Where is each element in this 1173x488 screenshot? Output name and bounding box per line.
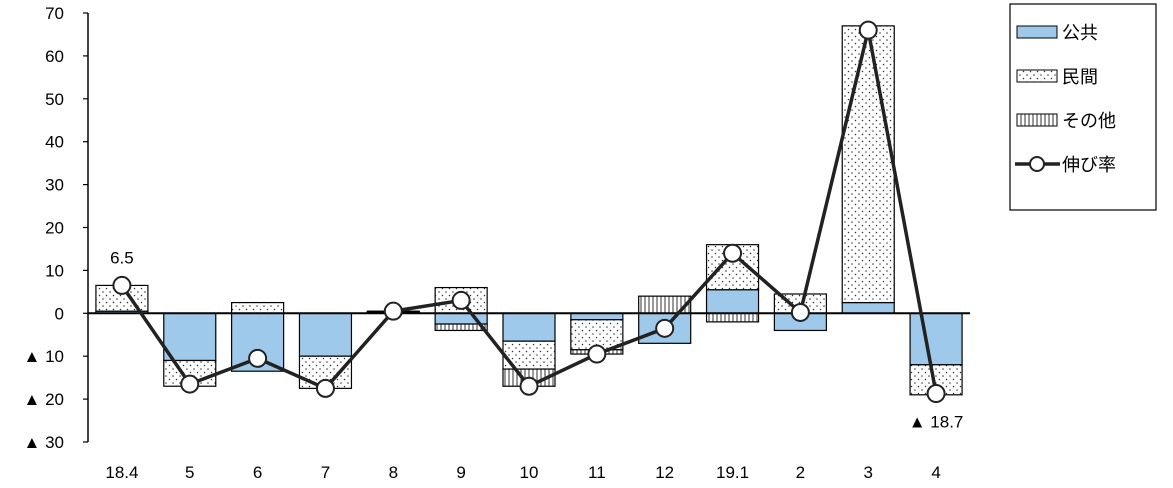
bar-公共-3 — [841, 301, 895, 314]
bar-公共-4 — [909, 312, 963, 366]
x-tick-label: 7 — [321, 463, 330, 482]
y-tick-label: 60 — [45, 47, 64, 66]
line-point-2 — [790, 302, 810, 322]
y-tick-label: 0 — [55, 304, 64, 323]
y-tick-label: 40 — [45, 133, 64, 152]
bar-民間-6 — [231, 301, 285, 314]
y-tick-label: 30 — [45, 176, 64, 195]
legend-label: その他 — [1062, 111, 1116, 131]
line-point-3 — [858, 20, 878, 40]
legend-swatch-民間 — [1016, 69, 1058, 83]
line-point-8 — [383, 301, 403, 321]
line-point-12 — [655, 318, 675, 338]
legend-label: 伸び率 — [1062, 155, 1116, 175]
bar-公共-7 — [298, 312, 353, 357]
legend-label: 民間 — [1062, 67, 1098, 87]
y-tick-label: 20 — [45, 219, 64, 238]
line-point-7 — [315, 378, 335, 398]
line-point-9 — [451, 290, 471, 310]
bar-公共-10 — [502, 312, 556, 342]
growth-line-layer — [112, 20, 946, 404]
x-tick-label: 4 — [931, 463, 940, 482]
bar-公共-5 — [163, 312, 217, 362]
x-tick-label: 19.1 — [716, 463, 749, 482]
data-label: 6.5 — [110, 248, 134, 267]
line-point-18.4 — [112, 275, 132, 295]
data-label: ▲ 18.7 — [909, 413, 964, 432]
y-tick-label: 50 — [45, 90, 64, 109]
x-tick-label: 18.4 — [105, 463, 138, 482]
bar-その他-9 — [434, 323, 488, 332]
bar-民間-3 — [841, 25, 895, 304]
x-tick-label: 3 — [863, 463, 872, 482]
legend-label: 公共 — [1062, 23, 1098, 43]
x-tick-label: 12 — [655, 463, 674, 482]
x-tick-label: 11 — [588, 463, 606, 482]
axes-layer: 70 60 50 40 30 20 10 0 ▲ 10 ▲ 20 ▲ 30 18.4 5 6 7 8 9 10 11… — [24, 4, 970, 482]
y-tick-label: 10 — [45, 261, 64, 280]
bar-公共-19.1 — [705, 289, 760, 314]
line-point-4 — [926, 384, 946, 404]
y-tick-label: ▲ 30 — [24, 433, 64, 452]
x-tick-label: 8 — [389, 463, 398, 482]
legend-swatch-その他 — [1016, 113, 1058, 127]
bars-layer — [95, 25, 963, 396]
line-point-5 — [180, 374, 200, 394]
y-tick-label: ▲ 20 — [24, 390, 64, 409]
x-tick-label: 10 — [520, 463, 539, 482]
line-point-11 — [587, 344, 607, 364]
legend-swatch-公共 — [1016, 25, 1058, 39]
line-point-6 — [248, 348, 268, 368]
line-point-10 — [519, 376, 539, 396]
x-tick-label: 5 — [185, 463, 194, 482]
bar-その他-19.1 — [705, 312, 760, 323]
y-tick-label: ▲ 10 — [24, 347, 64, 366]
legend-swatch-marker — [1029, 156, 1045, 172]
y-tick-label: 70 — [45, 4, 64, 23]
line-point-19.1 — [723, 243, 743, 263]
x-tick-label: 2 — [796, 463, 805, 482]
labels-layer: 6.5 ▲ 18.7 — [110, 248, 963, 431]
x-tick-label: 6 — [253, 463, 262, 482]
x-tick-label: 9 — [456, 463, 465, 482]
